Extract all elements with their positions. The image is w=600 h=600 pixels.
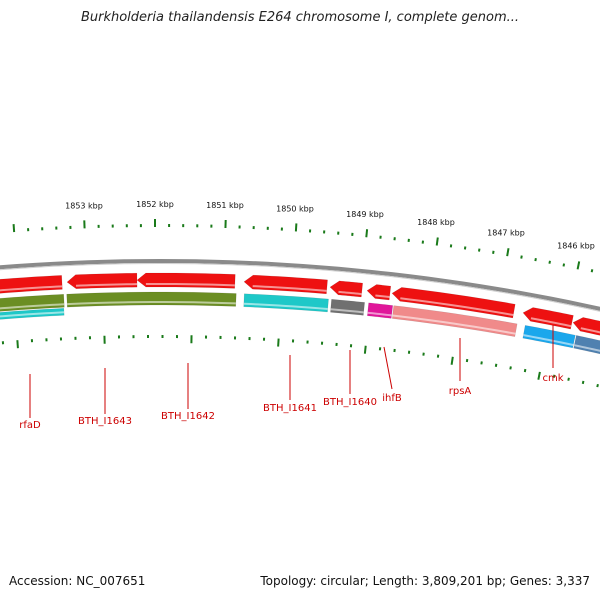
scale-tick-minor (562, 263, 566, 267)
gene-pink-rpsA-shine (392, 314, 516, 335)
inner-tick-minor (596, 383, 599, 388)
gene-red-4 (243, 274, 328, 295)
gene-label: BTH_I1643 (78, 416, 132, 427)
inner-tick-minor (581, 380, 585, 385)
gene-red-8-shine (530, 317, 572, 328)
kbp-label: 1848 kbp (417, 218, 455, 227)
kbp-label: 1852 kbp (136, 200, 174, 209)
inner-tick-major (537, 371, 541, 380)
gene-label: ihfB (382, 393, 402, 404)
gene-red-1-shine (0, 285, 63, 292)
gene-red-2-shine (75, 283, 138, 287)
backbone-highlight (0, 262, 600, 312)
kbp-label: 1853 kbp (65, 201, 103, 210)
inner-tick-major (450, 356, 454, 365)
gene-magenta-ihfB-shine (367, 311, 392, 317)
gene-cyan-1641-shine (243, 302, 328, 311)
gene-red-3 (136, 272, 236, 289)
gene-red-3-shine (145, 282, 235, 287)
gene-label: BTH_I1642 (161, 411, 215, 422)
inner-tick-major (16, 340, 19, 349)
inner-tick-major (363, 345, 367, 354)
kbp-label: 1849 kbp (346, 210, 384, 219)
gene-label: BTH_I1640 (323, 397, 377, 408)
scale-tick-major (506, 248, 510, 257)
inner-tick-minor (494, 363, 498, 367)
gene-gray-1640-shine (330, 308, 364, 314)
inner-tick-minor (567, 377, 570, 381)
kbp-label: 1851 kbp (206, 201, 244, 210)
scale-tick-minor (520, 255, 523, 259)
inner-tick-minor (552, 374, 556, 378)
gene-olive-1643 (66, 291, 237, 308)
scale-tick-major (294, 223, 298, 232)
gene-leader-line (383, 346, 393, 390)
gene-label: rpsA (449, 386, 472, 397)
inner-tick-minor (509, 366, 512, 370)
gene-red-6-shine (375, 294, 390, 299)
gene-olive-rfaD-shine (0, 303, 65, 310)
gene-steel-shine (574, 344, 600, 352)
scale-tick-minor (590, 269, 594, 273)
gene-blue-cmk-shine (523, 334, 574, 346)
gene-cyan-1641 (243, 293, 329, 313)
gene-red-7-shine (400, 297, 514, 317)
topology-text: Topology: circular; Length: 3,809,201 bp… (260, 574, 590, 588)
scale-tick-major (12, 224, 16, 233)
kbp-label: 1846 kbp (557, 242, 595, 251)
accession-text: Accession: NC_007651 (9, 574, 146, 588)
page-title: Burkholderia thailandensis E264 chromoso… (80, 10, 520, 25)
kbp-label: 1850 kbp (276, 204, 314, 213)
scale-tick-major (435, 237, 439, 246)
gene-olive-1643-shine (67, 301, 236, 306)
gene-label: BTH_I1641 (263, 403, 317, 414)
gene-red-4-shine (252, 285, 327, 292)
gene-red-5-shine (338, 290, 362, 296)
backbone-line (0, 258, 600, 311)
gene-label: cmk (542, 373, 563, 384)
gene-red-1 (0, 275, 63, 294)
kbp-label: 1847 kbp (487, 229, 525, 238)
gene-label: rfaD (19, 420, 41, 431)
scale-tick-minor (548, 260, 551, 264)
scale-tick-major (576, 261, 581, 270)
gene-cyan-under-rfaD-shine (0, 311, 65, 318)
scale-tick-major (365, 229, 369, 238)
inner-tick-minor (523, 368, 527, 373)
scale-tick-minor (534, 257, 537, 262)
